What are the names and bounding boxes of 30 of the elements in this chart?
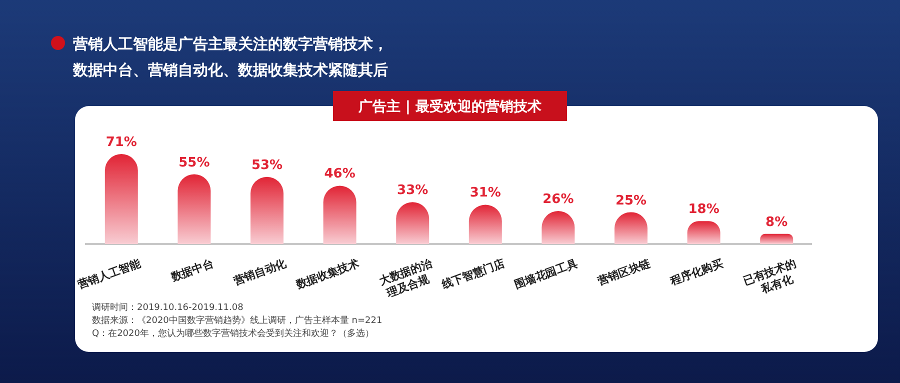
- text: 调研时间：2019.10.16-2019.11.08: [92, 302, 244, 313]
- source-note: 数据来源：《2020中国数字营销趋势》线上调研，广告主样本量 n=221: [92, 315, 382, 326]
- bar: [178, 174, 211, 244]
- x-tick-label: 营销自动化: [230, 256, 289, 288]
- chart-subtitle: 营销人工智能是广告主最关注的数字营销技术，数据中台、营销自动化、数据收集技术紧随其后: [72, 35, 388, 79]
- x-tick-label: 数据收集技术: [293, 256, 361, 292]
- x-tick-label: 已有技术的私有化: [741, 256, 798, 296]
- data-label: 46%: [324, 166, 356, 182]
- x-tick-label: 程序化购买: [668, 256, 725, 288]
- data-label: 31%: [470, 186, 501, 201]
- data-label: 71%: [106, 135, 137, 150]
- x-tick-label: 数据中台: [168, 256, 216, 284]
- bar: [104, 154, 138, 244]
- data-label: 26%: [542, 192, 574, 208]
- x-tick-label: 大数据的治理及合规: [377, 256, 435, 300]
- data-label: 25%: [615, 193, 647, 208]
- x-tick-label: 营销人工智能: [75, 256, 144, 292]
- x-tick-label: 围墙花园工具: [512, 256, 580, 292]
- text: Q：在2020年，您认为哪些数字营销技术会受到关注和欢迎？（多选）: [92, 328, 374, 339]
- bar: [760, 234, 794, 244]
- data-label: 8%: [766, 214, 788, 230]
- data-label: 18%: [688, 202, 720, 218]
- bar: [323, 186, 356, 244]
- x-tick-label: 营销区块链: [594, 256, 653, 288]
- x-tick-label: 线下智慧门店: [439, 256, 506, 292]
- data-label: 55%: [178, 155, 210, 170]
- chart-title: 广告主 | 最受欢迎的营销技术: [358, 98, 542, 115]
- data-label: 33%: [397, 183, 428, 198]
- bar: [250, 176, 284, 244]
- data-label: 53%: [251, 158, 283, 173]
